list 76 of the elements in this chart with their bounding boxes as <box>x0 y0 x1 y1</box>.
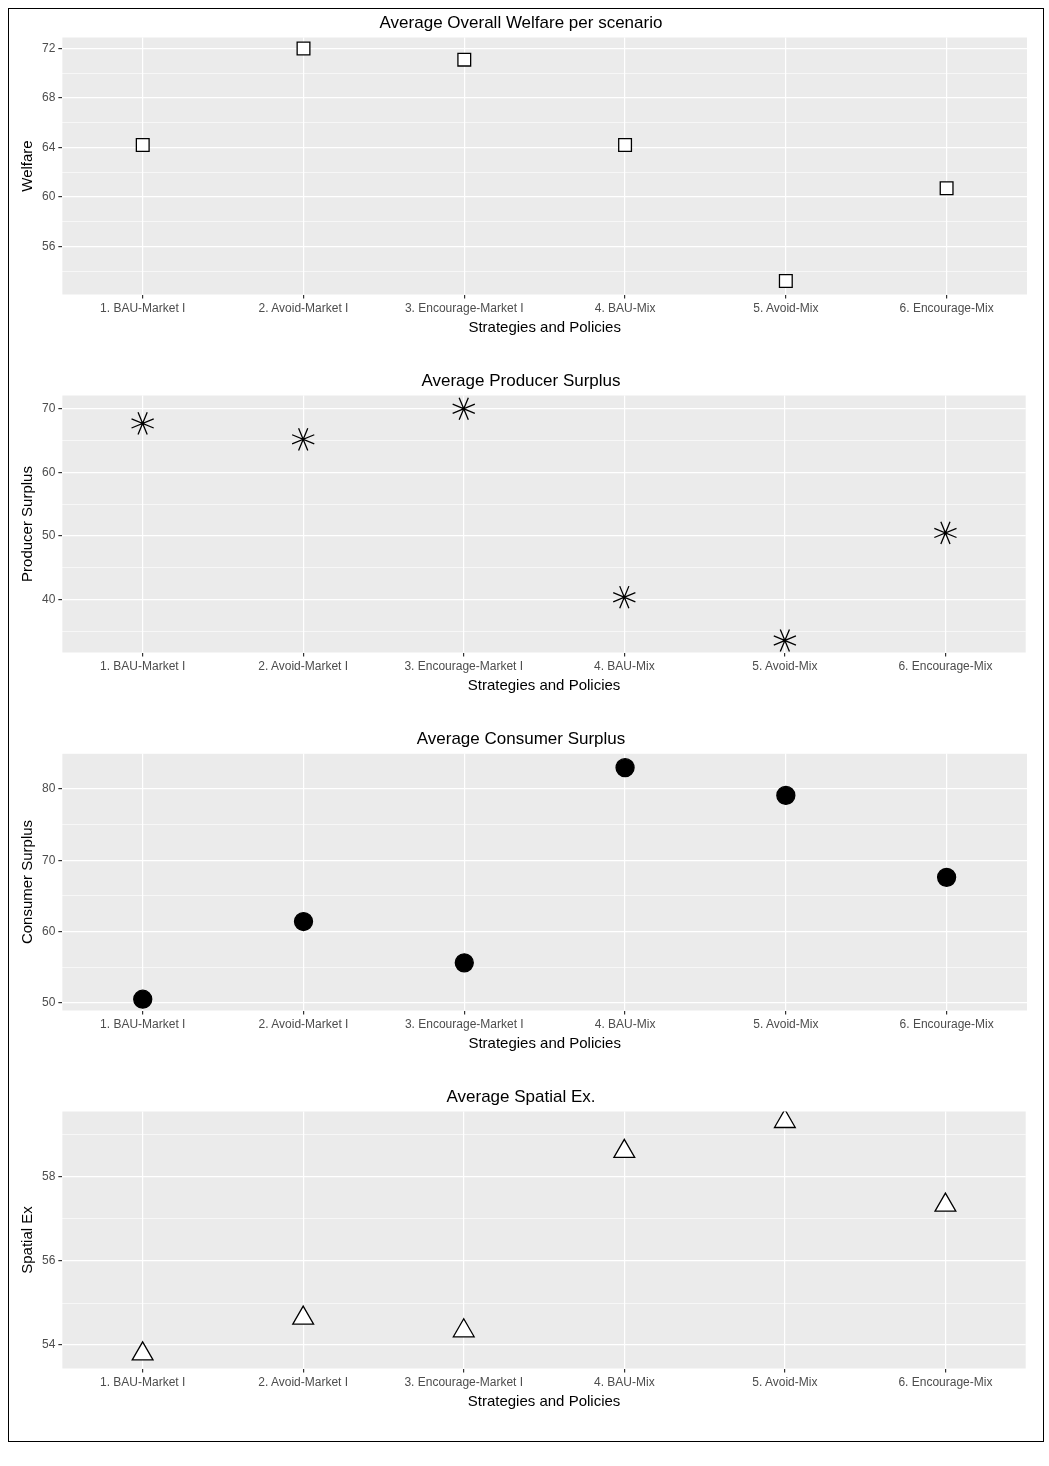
y-axis-title: Consumer Surplus <box>18 819 36 945</box>
y-tick-label: 70 <box>41 852 56 867</box>
x-tick-label: 5. Avoid-Mix <box>752 659 818 674</box>
y-tick-label: 80 <box>41 781 56 796</box>
point <box>933 521 958 545</box>
y-axis-title: Spatial Ex <box>18 1205 36 1274</box>
x-axis-title: Strategies and Policies <box>468 1034 621 1052</box>
point <box>452 397 476 421</box>
point <box>130 411 155 436</box>
point <box>612 585 637 609</box>
point <box>291 427 315 452</box>
point <box>936 867 957 888</box>
x-tick-label: 4. BAU-Mix <box>593 1375 655 1390</box>
x-axis-title: Strategies and Policies <box>468 318 621 336</box>
point <box>776 785 796 806</box>
x-tick-label: 5. Avoid-Mix <box>753 301 819 316</box>
y-axis-title: Producer Surplus <box>18 466 36 582</box>
point <box>131 1341 154 1361</box>
point <box>618 137 633 152</box>
chart-title: Average Consumer Surplus <box>416 728 626 748</box>
point <box>773 1111 796 1129</box>
y-tick-label: 40 <box>41 592 56 607</box>
x-tick-label: 5. Avoid-Mix <box>752 1375 818 1390</box>
x-tick-label: 1. BAU-Market I <box>99 659 186 674</box>
x-tick-label: 3. Encourage-Market I <box>404 1375 524 1390</box>
x-tick-label: 2. Avoid-Market I <box>258 1017 349 1032</box>
y-tick-label: 54 <box>41 1337 56 1352</box>
point <box>293 911 314 932</box>
x-axis-title: Strategies and Policies <box>467 676 621 694</box>
x-tick-label: 1. BAU-Market I <box>100 301 186 316</box>
x-tick-label: 6. Encourage-Mix <box>899 1017 994 1032</box>
y-axis-title: Welfare <box>18 140 36 192</box>
y-tick-label: 60 <box>41 923 56 938</box>
y-tick-label: 58 <box>41 1169 56 1184</box>
point <box>778 273 793 289</box>
x-tick-label: 1. BAU-Market I <box>100 1017 186 1032</box>
x-tick-label: 4. BAU-Mix <box>593 659 655 674</box>
x-tick-label: 4. BAU-Mix <box>594 1017 656 1032</box>
point <box>135 137 150 152</box>
y-tick-label: 60 <box>41 464 56 479</box>
x-tick-label: 1. BAU-Market I <box>99 1375 186 1390</box>
y-tick-label: 60 <box>41 189 56 204</box>
y-tick-label: 70 <box>41 401 56 416</box>
y-tick-label: 64 <box>41 139 56 154</box>
y-tick-label: 56 <box>41 238 56 253</box>
point <box>939 181 954 196</box>
x-tick-label: 4. BAU-Mix <box>594 301 656 316</box>
point <box>133 989 153 1009</box>
x-tick-label: 3. Encourage-Market I <box>404 301 524 316</box>
x-tick-label: 3. Encourage-Market I <box>404 1017 524 1032</box>
x-tick-label: 6. Encourage-Mix <box>898 659 993 674</box>
y-tick-label: 50 <box>41 528 56 543</box>
x-tick-label: 2. Avoid-Market I <box>258 659 349 674</box>
chart-title: Average Producer Surplus <box>421 370 621 390</box>
y-tick-label: 72 <box>41 40 56 55</box>
point <box>934 1192 957 1212</box>
x-tick-label: 5. Avoid-Mix <box>753 1017 819 1032</box>
point <box>457 52 472 67</box>
point <box>615 758 635 778</box>
point <box>292 1305 315 1325</box>
point <box>296 41 311 56</box>
x-tick-label: 3. Encourage-Market I <box>404 659 524 674</box>
chart-title: Average Spatial Ex. <box>446 1086 596 1106</box>
x-tick-label: 2. Avoid-Market I <box>258 301 349 316</box>
y-tick-label: 50 <box>41 995 56 1010</box>
x-tick-label: 6. Encourage-Mix <box>899 301 994 316</box>
point <box>454 953 474 973</box>
chart-title: Average Overall Welfare per scenario <box>379 12 663 32</box>
point <box>452 1318 475 1338</box>
y-tick-label: 68 <box>41 90 56 105</box>
x-tick-label: 6. Encourage-Mix <box>898 1375 993 1390</box>
x-tick-label: 2. Avoid-Market I <box>258 1375 349 1390</box>
point <box>773 628 797 653</box>
point <box>613 1138 636 1158</box>
x-axis-title: Strategies and Policies <box>467 1392 621 1410</box>
y-tick-label: 56 <box>41 1253 56 1268</box>
